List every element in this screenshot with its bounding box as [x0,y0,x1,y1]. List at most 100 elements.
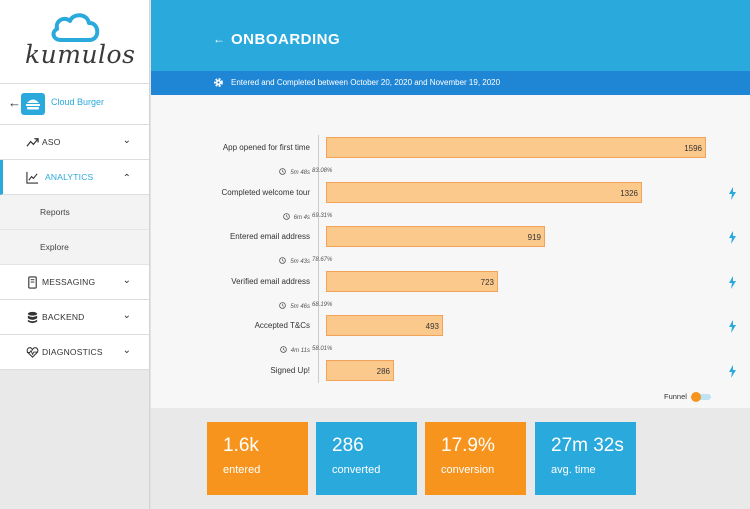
funnel-step-time: 4m 11s [0,346,310,354]
funnel-bar-value: 919 [527,233,541,242]
funnel-bar[interactable]: 1326 [326,182,642,203]
funnel-bar-value: 286 [376,367,390,376]
lightning-bolt-icon[interactable] [728,365,737,378]
funnel-toggle-label: Funnel [664,392,687,401]
stat-label: conversion [441,464,495,476]
funnel-bar-value: 1596 [684,144,702,153]
app-selector[interactable]: ← Cloud Burger [0,84,149,125]
back-arrow-icon[interactable]: ← [213,32,225,46]
funnel-step-label: Completed welcome tour [221,188,310,197]
chart-line-icon [26,171,39,184]
nav-item-analytics[interactable]: ANALYTICS ⌃ [0,160,149,195]
trending-up-icon [26,138,39,147]
funnel-step-time: 5m 43s [0,257,310,265]
nav-label-aso: ASO [42,137,61,147]
funnel-bar-value: 1326 [620,189,638,198]
stat-label: avg. time [551,464,596,476]
funnel-step-conversion: 69.31% [312,213,333,219]
nav-label-diagnostics: DIAGNOSTICS [42,347,103,357]
funnel-step-time-text: 5m 48s [290,170,310,176]
cloud-logo-icon [51,13,100,42]
toggle-track [694,394,711,400]
sidebar: kumulos ← Cloud Burger ASO ⌄ [0,0,149,509]
funnel-step-label: Signed Up! [270,366,310,375]
page-title: ONBOARDING [231,31,341,48]
funnel-bar[interactable]: 493 [326,315,443,336]
stat-card-avg-time: 27m 32s avg. time [535,422,636,495]
sidebar-panel: kumulos ← Cloud Burger ASO ⌄ [0,0,149,370]
chevron-down-icon: ⌄ [122,275,131,286]
nav-item-aso[interactable]: ASO ⌄ [0,125,149,160]
nav-label-analytics: ANALYTICS [45,172,94,182]
clock-icon [279,168,287,175]
nav-item-diagnostics[interactable]: DIAGNOSTICS ⌄ [0,335,149,370]
heartbeat-icon [26,347,39,358]
funnel-step-time-text: 5m 46s [290,304,310,310]
chevron-down-icon: ⌄ [122,135,131,146]
funnel-step-time-text: 4m 11s [290,348,310,354]
stat-label: converted [332,464,381,476]
nav-item-messaging[interactable]: MESSAGING ⌄ [0,265,149,300]
sub-item-explore[interactable]: Explore [0,230,149,265]
lightning-bolt-icon[interactable] [728,320,737,333]
funnel-step-conversion: 78.67% [312,257,333,263]
mobile-message-icon [28,276,37,289]
gear-icon[interactable] [213,77,224,88]
stat-value: 27m 32s [551,435,624,456]
database-icon [27,311,38,324]
date-range-text: Entered and Completed between October 20… [231,78,501,87]
logo-text: kumulos [25,40,136,69]
funnel-step-time-text: 5m 43s [290,259,310,265]
toggle-knob [691,392,701,402]
funnel-step-conversion: 68.19% [312,302,333,308]
funnel-bar-value: 723 [480,278,494,287]
stat-card-entered: 1.6k entered [207,422,308,495]
chevron-down-icon: ⌄ [122,310,131,321]
app-name: Cloud Burger [51,97,105,107]
lightning-bolt-icon[interactable] [728,231,737,244]
chevron-up-icon: ⌃ [122,173,131,184]
clock-icon [279,257,287,264]
funnel-bar[interactable]: 919 [326,226,545,247]
stat-value: 286 [332,435,364,456]
burger-app-icon [21,93,45,115]
funnel-step-conversion: 83.08% [312,168,333,174]
funnel-step-label: Entered email address [229,232,310,241]
lightning-bolt-icon[interactable] [728,276,737,289]
logo[interactable]: kumulos [0,0,149,84]
funnel-step-label: Verified email address [231,277,310,286]
funnel-bar[interactable]: 286 [326,360,394,381]
clock-icon [279,346,287,353]
back-arrow-icon[interactable]: ← [8,95,21,110]
funnel-step-time-text: 6m 4s [293,215,310,221]
nav-item-backend[interactable]: BACKEND ⌄ [0,300,149,335]
funnel-step-time: 5m 48s [0,168,310,176]
funnel-axis [318,135,319,383]
lightning-bolt-icon[interactable] [728,187,737,200]
funnel-step-conversion: 58.01% [312,346,333,352]
clock-icon [279,302,287,309]
sub-item-label: Reports [40,207,70,217]
clock-icon [282,213,290,220]
nav-label-messaging: MESSAGING [42,277,96,287]
stat-value: 17.9% [441,435,495,456]
sub-item-reports[interactable]: Reports [0,195,149,230]
funnel-step-label: App opened for first time [222,143,310,152]
chevron-down-icon: ⌄ [122,345,131,356]
date-range-bar: Entered and Completed between October 20… [151,71,750,95]
funnel-step-label: Accepted T&Cs [254,321,310,330]
funnel-step-time: 5m 46s [0,302,310,310]
stat-card-conversion: 17.9% conversion [425,422,526,495]
sidebar-divider [149,0,151,509]
page-header: ← ONBOARDING [151,0,750,71]
funnel-bar[interactable]: 723 [326,271,498,292]
funnel-toggle[interactable] [691,392,711,402]
funnel-step-time: 6m 4s [0,213,310,221]
funnel-bar-value: 493 [425,322,439,331]
sub-item-label: Explore [40,242,69,252]
stat-card-converted: 286 converted [316,422,417,495]
nav-label-backend: BACKEND [42,312,85,322]
stat-value: 1.6k [223,435,259,456]
funnel-bar[interactable]: 1596 [326,137,706,158]
stat-label: entered [223,464,261,476]
